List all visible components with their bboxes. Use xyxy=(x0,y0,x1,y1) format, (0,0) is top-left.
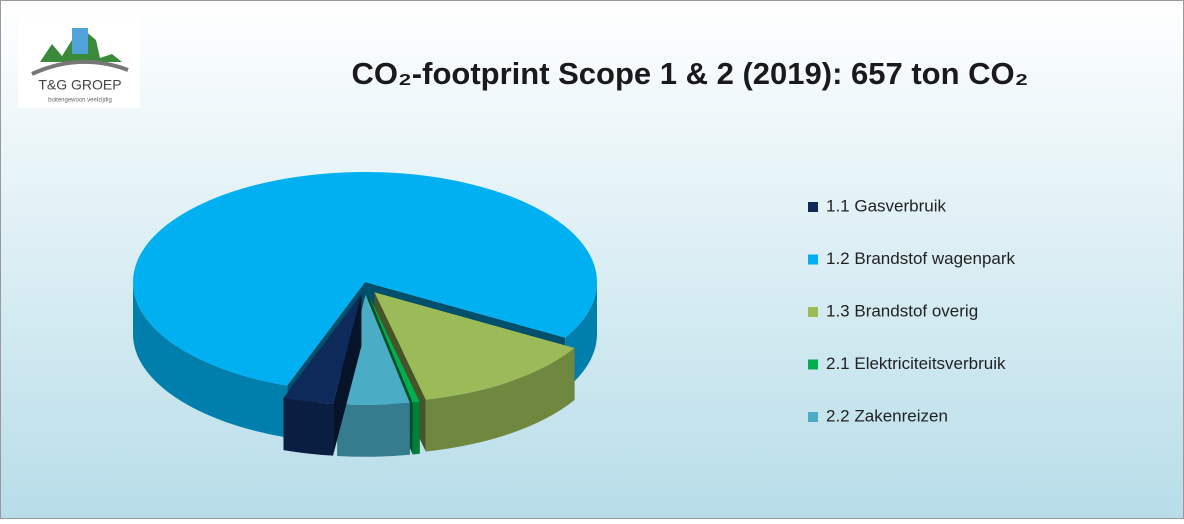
slice-top xyxy=(337,294,410,405)
legend-swatch xyxy=(808,202,818,212)
legend-label: 1.3 Brandstof overig xyxy=(826,301,978,320)
legend-swatch xyxy=(808,412,818,422)
slice-side xyxy=(412,401,420,455)
legend-label: 2.1 Elektriciteitsverbruik xyxy=(826,354,1006,373)
logo-swoosh xyxy=(31,59,129,76)
slice-side xyxy=(133,282,288,438)
legend-swatch xyxy=(808,307,818,317)
legend-swatch xyxy=(808,254,818,265)
chart-title: CO₂-footprint Scope 1 & 2 (2019): 657 to… xyxy=(352,56,1029,91)
slice-side xyxy=(337,402,410,457)
slice-top xyxy=(368,294,420,403)
logo-text: T&G GROEP xyxy=(38,77,121,93)
legend-label: 1.2 Brandstof wagenpark xyxy=(826,249,1016,268)
slice-top xyxy=(132,172,597,386)
logo-tagline: buitengewoon veelzijdig xyxy=(48,98,112,104)
logo: T&G GROEP buitengewoon veelzijdig xyxy=(18,18,140,108)
slice-side xyxy=(425,347,575,452)
logo-building xyxy=(72,28,88,54)
slice-top xyxy=(374,292,575,400)
slice-top xyxy=(283,294,362,404)
legend-label: 2.2 Zakenreizen xyxy=(826,406,948,425)
legend-label: 1.1 Gasverbruik xyxy=(826,196,946,215)
legend-swatch xyxy=(808,359,818,370)
slice-side xyxy=(283,398,334,456)
